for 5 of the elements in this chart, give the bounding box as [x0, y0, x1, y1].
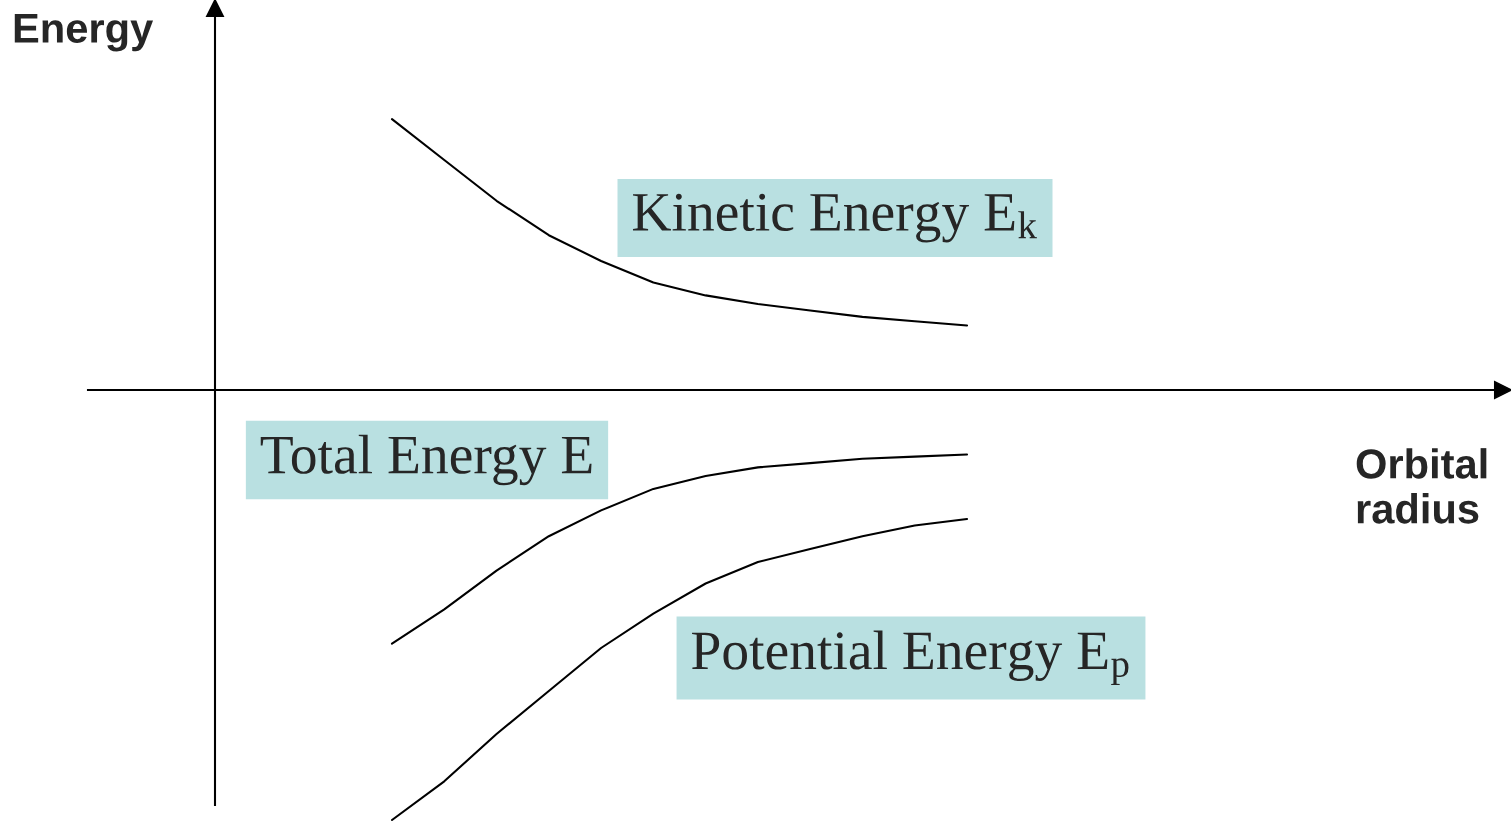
- series-label: Potential Energy E$_{p}$: [692, 630, 1129, 685]
- series-label: Kinetic Energy E$_{k}$: [632, 193, 1037, 243]
- text: Orbital radius: [1356, 448, 1487, 524]
- text: Energy: [14, 13, 154, 52]
- series-label: Total Energy E: [260, 434, 592, 486]
